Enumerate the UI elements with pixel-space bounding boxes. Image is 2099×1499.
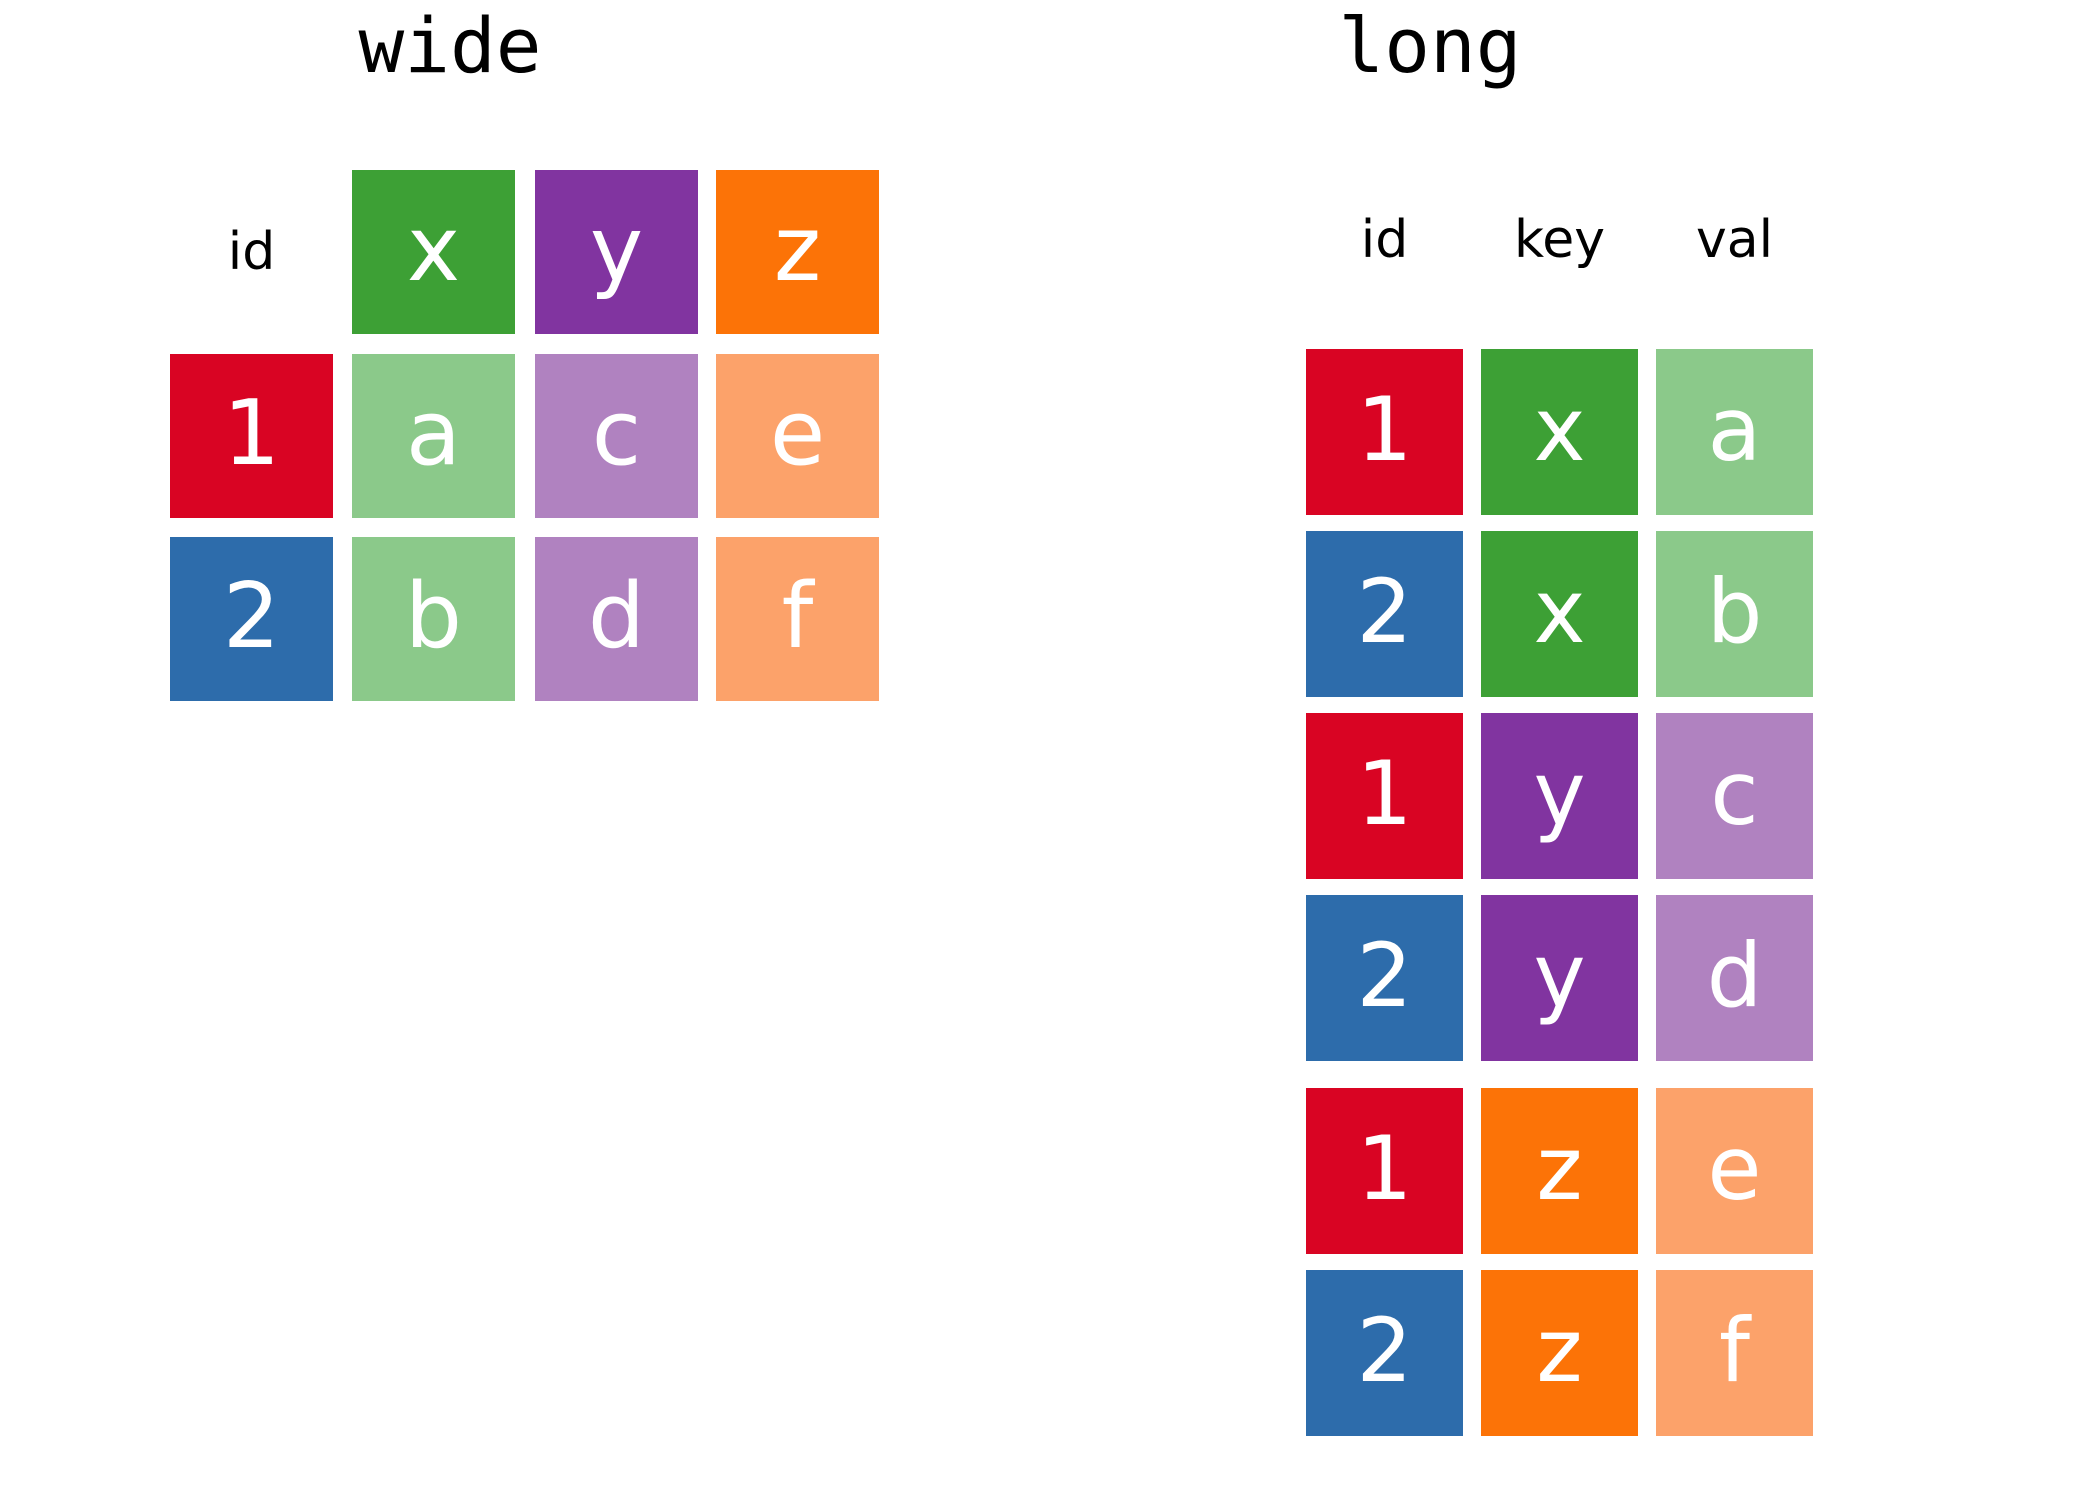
long-cell-value: a	[1707, 378, 1762, 481]
long-row-5-val: e	[1656, 1088, 1813, 1254]
wide-cell-value: 1	[222, 381, 281, 486]
long-cell-value: 2	[1356, 924, 1413, 1027]
long-cell-value: x	[1533, 378, 1586, 481]
wide-header-id: id	[170, 170, 333, 334]
long-cell-value: z	[1536, 1117, 1583, 1220]
long-cell-value: e	[1707, 1117, 1762, 1220]
long-header-key-label: key	[1513, 210, 1606, 270]
long-cell-value: z	[1536, 1299, 1583, 1402]
long-row-5-id: 1	[1306, 1088, 1463, 1254]
wide-row-1-id: 1	[170, 354, 333, 518]
wide-row-1-y: c	[535, 354, 698, 518]
long-row-2-key: x	[1481, 531, 1638, 697]
long-cell-value: 2	[1356, 1299, 1413, 1402]
long-cell-value: 1	[1356, 378, 1413, 481]
wide-header-x: x	[352, 170, 515, 334]
wide-cell-value: c	[591, 381, 642, 486]
long-header-id-label: id	[1360, 210, 1409, 270]
long-table-title: long	[1338, 1, 1522, 90]
long-cell-value: f	[1719, 1299, 1750, 1402]
wide-cell-value: b	[404, 564, 463, 669]
long-header-val: val	[1656, 200, 1813, 280]
long-row-1-val: a	[1656, 349, 1813, 515]
long-row-6-val: f	[1656, 1270, 1813, 1436]
long-header-key: key	[1481, 200, 1638, 280]
long-row-2-val: b	[1656, 531, 1813, 697]
long-row-3-key: y	[1481, 713, 1638, 879]
long-row-6-id: 2	[1306, 1270, 1463, 1436]
wide-cell-value: e	[769, 381, 826, 486]
long-row-4-val: d	[1656, 895, 1813, 1061]
wide-header-y-label: y	[589, 197, 644, 302]
wide-row-2-id: 2	[170, 537, 333, 701]
long-cell-value: c	[1710, 742, 1759, 845]
wide-header-id-label: id	[227, 222, 276, 282]
wide-cell-value: f	[781, 564, 814, 669]
wide-table-title: wide	[358, 1, 542, 90]
long-cell-value: d	[1706, 924, 1763, 1027]
wide-row-2-x: b	[352, 537, 515, 701]
wide-header-z-label: z	[773, 197, 822, 302]
wide-cell-value: d	[587, 564, 646, 669]
long-row-1-key: x	[1481, 349, 1638, 515]
long-row-1-id: 1	[1306, 349, 1463, 515]
long-cell-value: 1	[1356, 1117, 1413, 1220]
long-cell-value: 2	[1356, 560, 1413, 663]
long-row-3-id: 1	[1306, 713, 1463, 879]
wide-row-2-y: d	[535, 537, 698, 701]
wide-cell-value: 2	[222, 564, 281, 669]
long-row-2-id: 2	[1306, 531, 1463, 697]
long-cell-value: 1	[1356, 742, 1413, 845]
long-row-3-val: c	[1656, 713, 1813, 879]
wide-header-z: z	[716, 170, 879, 334]
wide-header-y: y	[535, 170, 698, 334]
wide-cell-value: a	[405, 381, 462, 486]
wide-row-1-x: a	[352, 354, 515, 518]
long-row-5-key: z	[1481, 1088, 1638, 1254]
wide-row-1-z: e	[716, 354, 879, 518]
long-cell-value: y	[1533, 924, 1586, 1027]
long-row-6-key: z	[1481, 1270, 1638, 1436]
long-header-id: id	[1306, 200, 1463, 280]
wide-header-x-label: x	[406, 197, 461, 302]
long-cell-value: y	[1533, 742, 1586, 845]
wide-row-2-z: f	[716, 537, 879, 701]
long-row-4-key: y	[1481, 895, 1638, 1061]
long-row-4-id: 2	[1306, 895, 1463, 1061]
long-cell-value: b	[1706, 560, 1763, 663]
long-header-val-label: val	[1695, 210, 1774, 270]
long-cell-value: x	[1533, 560, 1586, 663]
